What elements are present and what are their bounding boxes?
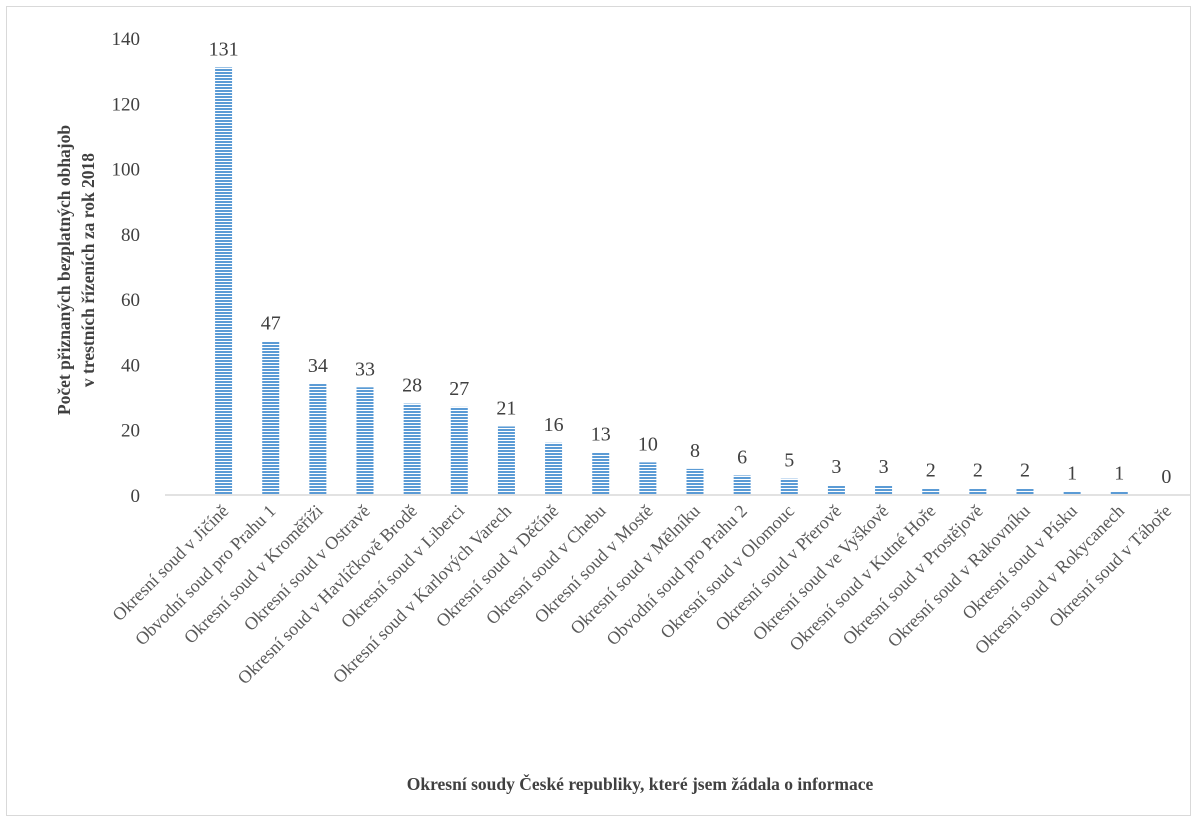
data-label: 28 <box>402 375 422 397</box>
data-label: 0 <box>1161 466 1171 488</box>
y-tick-label: 40 <box>121 355 140 376</box>
data-label: 5 <box>784 450 794 472</box>
data-label: 10 <box>638 433 658 455</box>
bar <box>309 384 327 495</box>
y-axis-title-line2: v trestních řízeních za rok 2018 <box>78 153 98 387</box>
bar <box>545 442 563 495</box>
data-label: 6 <box>737 446 747 468</box>
y-tick-label: 80 <box>121 225 140 246</box>
bar <box>215 67 233 495</box>
data-label: 1 <box>1067 463 1077 485</box>
bar <box>733 475 751 495</box>
x-axis-title: Okresní soudy České republiky, které jse… <box>407 774 874 794</box>
bars <box>215 67 1128 495</box>
y-tick-label: 0 <box>131 486 141 507</box>
data-label: 16 <box>544 414 564 436</box>
chart-area <box>6 6 1191 816</box>
bar <box>875 485 893 495</box>
data-label: 13 <box>591 424 611 446</box>
data-label: 47 <box>261 313 281 335</box>
bar <box>497 426 515 495</box>
bar <box>403 403 421 495</box>
bar <box>450 406 468 495</box>
y-axis-ticks: 0 20 40 60 80 100 120 140 <box>112 29 141 507</box>
y-axis-title-line1: Počet přiznaných bezplatných obhajob <box>54 125 74 415</box>
bar <box>827 485 845 495</box>
bar <box>639 462 657 495</box>
y-tick-label: 140 <box>112 29 141 50</box>
bar <box>356 387 374 495</box>
y-tick-label: 20 <box>121 421 140 442</box>
bar <box>686 468 704 495</box>
data-label: 2 <box>926 459 936 481</box>
bar <box>262 341 280 495</box>
bar <box>1063 491 1081 495</box>
data-label: 27 <box>449 378 469 400</box>
bar <box>1016 488 1034 495</box>
y-tick-label: 120 <box>112 94 141 115</box>
data-label: 2 <box>973 459 983 481</box>
bar <box>1110 491 1128 495</box>
data-label: 131 <box>209 38 239 60</box>
bar <box>969 488 987 495</box>
data-label: 34 <box>308 355 328 377</box>
y-tick-label: 60 <box>121 290 140 311</box>
data-label: 21 <box>496 397 516 419</box>
bar <box>922 488 940 495</box>
data-label: 8 <box>690 440 700 462</box>
y-tick-label: 100 <box>112 160 141 181</box>
data-label: 1 <box>1114 463 1124 485</box>
bar <box>592 452 610 495</box>
data-label: 3 <box>879 456 889 478</box>
data-label: 33 <box>355 358 375 380</box>
data-label: 3 <box>831 456 841 478</box>
data-label: 2 <box>1020 459 1030 481</box>
bar <box>780 478 798 495</box>
